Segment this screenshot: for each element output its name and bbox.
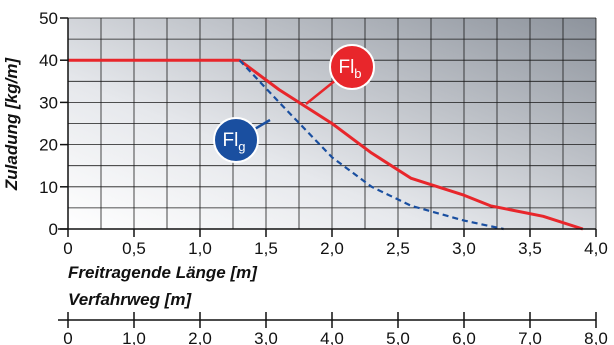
x-ticks: 0 0,5 1,0 1,5 2,0 2,5 3,0 3,5 4,0 <box>63 229 608 258</box>
x2-tick-label: 0 <box>63 329 72 345</box>
y-ticks: 0 10 20 30 40 50 <box>39 9 68 239</box>
x-tick-label: 2,0 <box>320 239 344 258</box>
x-tick-label: 0,5 <box>122 239 146 258</box>
y-tick-label: 30 <box>39 93 58 112</box>
x2-tick-label: 3,0 <box>254 329 278 345</box>
series-badge-label: Flg <box>222 130 245 154</box>
y-axis-title: Zuladung [kg/m] <box>2 57 21 192</box>
series-badges: Flb Flg <box>213 44 375 163</box>
series-layer <box>68 58 584 231</box>
series-badge-flg <box>213 117 259 163</box>
series-line-flb <box>68 58 584 231</box>
x-tick-label: 4,0 <box>584 239 608 258</box>
x-tick-label: 1,5 <box>254 239 278 258</box>
x-tick-label: 2,5 <box>386 239 410 258</box>
series-badge-label: Flb <box>338 57 361 81</box>
x2-tick-label: 2,0 <box>188 329 212 345</box>
x-tick-label: 3,5 <box>518 239 542 258</box>
y-tick-label: 40 <box>39 51 58 70</box>
y-tick-label: 50 <box>39 9 58 28</box>
series-badge-flb <box>329 44 375 90</box>
x-axis-title: Freitragende Länge [m] <box>68 263 258 282</box>
y-tick-label: 20 <box>39 136 58 155</box>
series-line-flg <box>238 59 504 231</box>
x2-tick-label: 8,0 <box>584 329 608 345</box>
x2-tick-label: 4,0 <box>320 329 344 345</box>
x2-tick-label: 1,0 <box>122 329 146 345</box>
y-tick-label: 0 <box>49 220 58 239</box>
y-tick-label: 10 <box>39 178 58 197</box>
x2-tick-label: 5,0 <box>386 329 410 345</box>
x2-axis-title: Verfahrweg [m] <box>68 290 192 309</box>
x-tick-label: 3,0 <box>452 239 476 258</box>
x-tick-label: 0 <box>63 239 72 258</box>
x2-tick-label: 7,0 <box>518 329 542 345</box>
x2-ticks: 0 1,0 2,0 3,0 4,0 5,0 6,0 7,0 8,0 <box>63 312 608 345</box>
x2-tick-label: 6,0 <box>452 329 476 345</box>
x-tick-label: 1,0 <box>188 239 212 258</box>
